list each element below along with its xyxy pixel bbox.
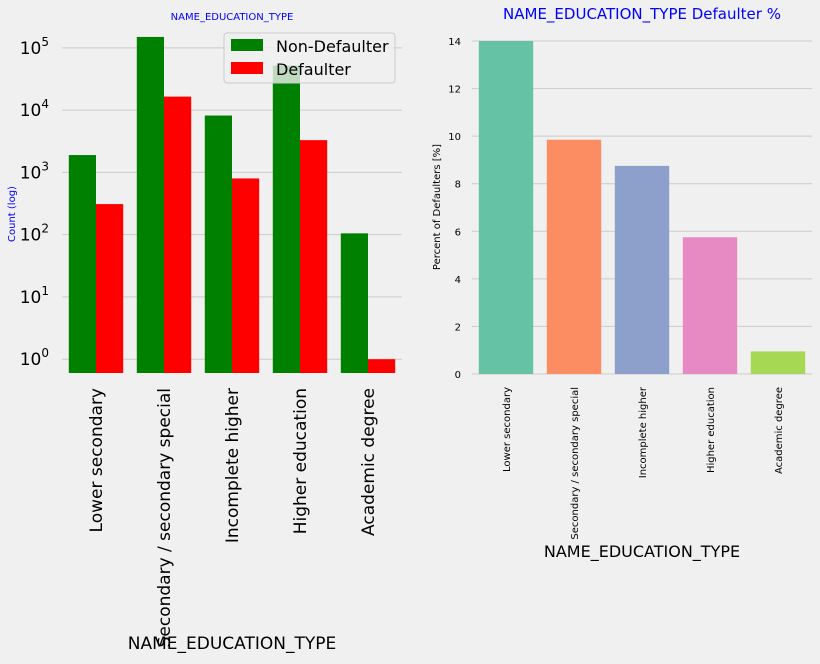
legend-swatch-defaulter bbox=[231, 62, 263, 74]
right-y-tick-label: 6 bbox=[455, 227, 461, 238]
legend-label-non-defaulter: Non-Defaulter bbox=[276, 37, 389, 56]
left-x-tick-label: Incomplete higher bbox=[223, 388, 243, 543]
left-x-tick-label: Lower secondary bbox=[87, 388, 107, 532]
left-y-tick-label: 104 bbox=[20, 97, 49, 121]
right-x-tick-label: Secondary / secondary special bbox=[570, 387, 581, 540]
legend-box bbox=[223, 32, 396, 84]
left-y-tick-label: 103 bbox=[20, 159, 49, 183]
bar-defaulter-pct-lower-secondary bbox=[478, 41, 534, 374]
left-y-axis-label: Count (log) bbox=[7, 186, 18, 242]
right-x-tick-label: Higher education bbox=[706, 387, 717, 473]
bar-defaulter-higher-education bbox=[300, 140, 328, 373]
bar-non-defaulter-lower-secondary bbox=[68, 155, 96, 373]
left-x-tick-label: Academic degree bbox=[359, 388, 379, 536]
right-y-tick-label: 12 bbox=[448, 85, 461, 96]
legend-swatch-non-defaulter bbox=[231, 39, 263, 51]
right-y-axis-label: Percent of Defaulters [%] bbox=[432, 144, 443, 270]
right-y-tick-label: 2 bbox=[455, 322, 461, 333]
bar-non-defaulter-academic-degree bbox=[340, 233, 368, 373]
bar-defaulter-pct-incomplete-higher bbox=[614, 165, 670, 374]
right-x-tick-label: Incomplete higher bbox=[638, 386, 649, 478]
bar-non-defaulter-incomplete-higher bbox=[204, 115, 232, 373]
left-x-axis-label: NAME_EDUCATION_TYPE bbox=[128, 634, 336, 654]
left-y-tick-label: 102 bbox=[20, 222, 49, 246]
bar-defaulter-incomplete-higher bbox=[232, 178, 260, 373]
right-y-tick-label: 0 bbox=[455, 370, 461, 381]
bar-non-defaulter-secondary-secondary-special bbox=[136, 36, 164, 373]
left-x-tick-label: Secondary / secondary special bbox=[155, 388, 175, 647]
right-y-tick-label: 8 bbox=[455, 180, 461, 191]
left-y-tick-label: 101 bbox=[20, 284, 49, 308]
right-x-tick-label: Academic degree bbox=[774, 387, 785, 474]
bar-defaulter-pct-academic-degree bbox=[750, 351, 806, 374]
right-chart-title: NAME_EDUCATION_TYPE Defaulter % bbox=[503, 5, 781, 24]
legend: Non-Defaulter Defaulter bbox=[223, 32, 396, 84]
left-x-tick-label: Higher education bbox=[291, 388, 311, 534]
left-y-tick-label: 105 bbox=[20, 35, 49, 59]
right-y-tick-label: 14 bbox=[448, 37, 461, 48]
bar-defaulter-pct-higher-education bbox=[682, 237, 738, 374]
right-y-tick-label: 4 bbox=[455, 275, 461, 286]
right-x-tick-label: Lower secondary bbox=[502, 387, 513, 472]
right-x-axis-label: NAME_EDUCATION_TYPE bbox=[544, 542, 740, 562]
bar-defaulter-secondary-secondary-special bbox=[164, 96, 192, 373]
bar-non-defaulter-higher-education bbox=[272, 65, 300, 374]
bar-defaulter-pct-secondary-secondary-special bbox=[546, 139, 602, 374]
right-y-tick-label: 10 bbox=[448, 132, 461, 143]
left-chart-title: NAME_EDUCATION_TYPE bbox=[171, 12, 294, 23]
education-count-chart: NAME_EDUCATION_TYPE Count (log) NAME_EDU… bbox=[7, 12, 402, 654]
bar-defaulter-lower-secondary bbox=[96, 204, 124, 373]
left-y-tick-label: 100 bbox=[20, 346, 49, 370]
bar-defaulter-academic-degree bbox=[368, 359, 396, 373]
legend-label-defaulter: Defaulter bbox=[276, 60, 351, 79]
education-defaulter-percent-chart: NAME_EDUCATION_TYPE Defaulter % Percent … bbox=[432, 5, 812, 562]
